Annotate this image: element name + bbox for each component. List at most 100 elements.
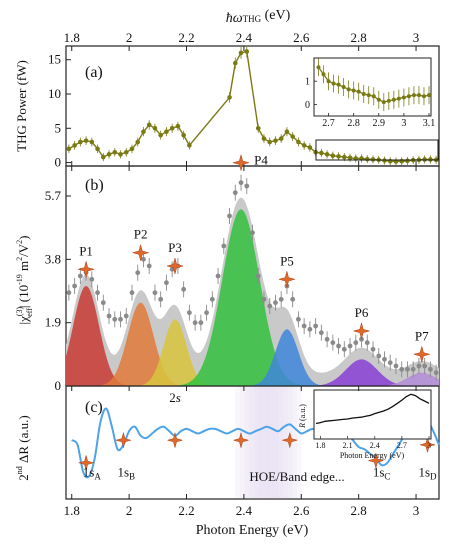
c-star xyxy=(77,454,95,472)
a-point xyxy=(169,125,175,131)
c-band-strip xyxy=(249,387,255,498)
a-point xyxy=(405,158,410,164)
ai-point xyxy=(421,94,426,99)
b-peak-label-p1: P1 xyxy=(79,243,93,258)
c-band-strip xyxy=(296,387,302,498)
c-star xyxy=(281,431,299,449)
a-point xyxy=(146,122,152,128)
ai-point xyxy=(331,81,336,86)
b-star-p7 xyxy=(412,345,431,364)
c-band-strip xyxy=(291,387,297,498)
top-x-ticks: 1.8 2 2.2 2.4 2.6 2.8 3 xyxy=(64,30,419,166)
b-ytick-label: 5.7 xyxy=(45,188,62,203)
b-point xyxy=(278,296,284,302)
a-ytick-label: 0 xyxy=(55,155,62,170)
a-point xyxy=(261,136,267,141)
a-ytick-label: 10 xyxy=(48,86,61,101)
b-point xyxy=(141,256,146,262)
top-xtick-label: 2.2 xyxy=(178,30,194,45)
a-point xyxy=(72,143,77,148)
a-ytick-label: 15 xyxy=(48,52,61,67)
b-point xyxy=(416,363,422,369)
b-ytick-label: 1.9 xyxy=(45,315,61,330)
panel-c-ylabel: 2nd ΔR (a.u.) xyxy=(15,415,31,480)
b-point xyxy=(382,356,387,362)
b-point xyxy=(181,286,187,292)
b-point xyxy=(129,290,135,296)
a-point xyxy=(238,50,244,56)
ai-point xyxy=(366,93,371,98)
ai-point xyxy=(376,97,381,102)
c-annotation-label: 1sD xyxy=(418,464,437,481)
ai-point xyxy=(316,65,321,70)
c-star xyxy=(367,452,385,470)
top-xtick-label: 2 xyxy=(126,30,133,45)
a-point xyxy=(273,138,278,143)
panel-b: (b) |χ(3)eff| (10-19 m2/V2) 0 1.9 3.8 5.7 P… xyxy=(15,153,440,393)
panel-c-inset-ticks: 1.8 2.1 2.4 2.7 3 xyxy=(316,436,431,450)
a-point xyxy=(164,129,169,135)
b-point xyxy=(296,316,301,322)
b-point xyxy=(301,323,307,329)
c-band-strip xyxy=(277,387,283,498)
panel-b-peaks xyxy=(66,209,439,386)
a-point xyxy=(267,139,273,145)
c-band-strip xyxy=(282,387,288,498)
b-point xyxy=(267,303,273,309)
b-point xyxy=(353,340,359,346)
c-band-strip xyxy=(272,387,279,498)
b-point xyxy=(427,366,433,372)
bottom-xtick-label: 2 xyxy=(126,503,133,518)
a-point xyxy=(95,146,100,152)
ai-xtick-label: 2.9 xyxy=(373,118,386,129)
b-peak-label-p7: P7 xyxy=(415,328,429,343)
panel-a-inset-series xyxy=(316,58,431,112)
b-point xyxy=(364,340,370,346)
b-point xyxy=(347,343,353,349)
b-point xyxy=(118,316,123,322)
a-point xyxy=(290,134,295,139)
b-star-p4 xyxy=(232,153,250,172)
b-point xyxy=(146,263,152,269)
a-point xyxy=(278,136,284,141)
a-point xyxy=(83,138,89,143)
b-point xyxy=(152,290,158,296)
c-annotation-label: 2s xyxy=(169,390,181,405)
b-point xyxy=(221,243,227,249)
b-point xyxy=(330,340,336,346)
a-point xyxy=(175,123,181,129)
b-peak-label-p3: P3 xyxy=(168,240,182,255)
a-point xyxy=(106,152,112,157)
a-point xyxy=(382,158,387,163)
b-point xyxy=(89,276,95,282)
ai-xtick-label: 2.7 xyxy=(322,118,335,129)
b-peak-label-p4: P4 xyxy=(254,153,268,168)
c-annotation-label: 1sB xyxy=(117,464,135,481)
b-point xyxy=(238,180,244,186)
c-band-strip xyxy=(244,387,250,498)
b-point xyxy=(209,296,215,302)
panel-a-inset: 2.7 2.8 2.9 3 3.1 0 1 xyxy=(305,57,435,129)
panel-a-inset-box xyxy=(315,139,439,161)
bottom-xtick-label: 2.6 xyxy=(293,503,310,518)
ci-xtick-label: 2.1 xyxy=(343,441,353,450)
a-point xyxy=(101,154,106,160)
ai-point xyxy=(401,95,406,100)
panel-c: (c) 2nd ΔR (a.u.) 1sA 1sB 2s 1sC 1sD HOE/Ban… xyxy=(15,385,440,538)
b-peak-label-p2: P2 xyxy=(134,227,148,242)
ai-point xyxy=(406,94,411,99)
bottom-xtick-label: 2.4 xyxy=(236,503,253,518)
ai-point xyxy=(391,97,396,102)
b-point xyxy=(158,296,164,302)
a-point xyxy=(336,154,341,159)
ai-point xyxy=(351,88,356,93)
panel-c-inset: R (a.u.) Photon Energy (eV) 1.8 2.1 2.4 2.7… xyxy=(298,389,432,460)
b-point xyxy=(405,366,410,372)
b-point xyxy=(318,330,324,336)
ai-point xyxy=(386,98,391,103)
b-peak-p4 xyxy=(66,209,439,386)
a-point xyxy=(135,139,141,145)
b-peak-p3 xyxy=(66,319,439,386)
b-point xyxy=(273,300,278,306)
b-peak-p6 xyxy=(66,359,439,386)
